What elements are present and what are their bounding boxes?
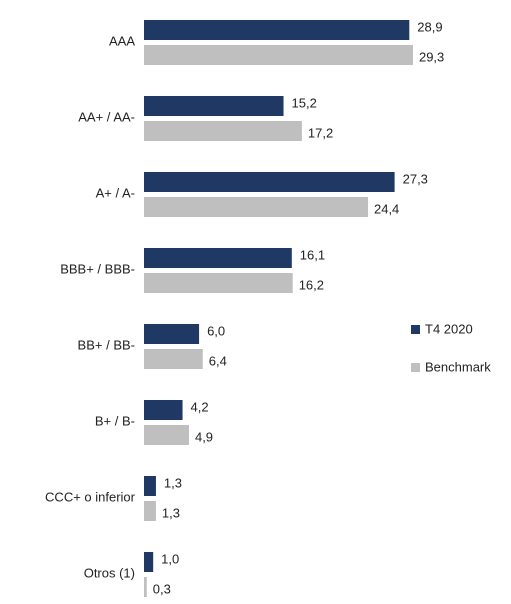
value-label: 1,0	[161, 551, 179, 566]
value-label: 4,9	[195, 429, 213, 444]
value-label: 1,3	[164, 475, 182, 490]
bar	[144, 501, 156, 521]
bar	[144, 197, 368, 217]
value-label: 27,3	[403, 171, 428, 186]
value-label: 29,3	[419, 49, 444, 64]
value-label: 16,1	[300, 247, 325, 262]
value-label: 1,3	[162, 505, 180, 520]
bar	[144, 476, 156, 496]
category-label: AA+ / AA-	[78, 109, 135, 124]
bar	[144, 96, 284, 116]
category-label: A+ / A-	[96, 185, 135, 200]
category-label: CCC+ o inferior	[45, 489, 136, 504]
legend-swatch	[411, 325, 420, 334]
value-label: 16,2	[299, 277, 324, 292]
value-label: 4,2	[191, 399, 209, 414]
category-label: B+ / B-	[95, 413, 135, 428]
bar	[144, 248, 292, 268]
bar	[144, 400, 183, 420]
value-label: 28,9	[417, 19, 442, 34]
bar	[144, 273, 293, 293]
bar	[144, 172, 395, 192]
legend-label: T4 2020	[425, 321, 473, 336]
value-label: 6,4	[209, 353, 227, 368]
bar	[144, 577, 147, 597]
bar	[144, 349, 203, 369]
value-label: 0,3	[153, 581, 171, 596]
bar	[144, 425, 189, 445]
value-label: 17,2	[308, 125, 333, 140]
category-label: BBB+ / BBB-	[60, 261, 135, 276]
category-label: Otros (1)	[84, 565, 135, 580]
bar	[144, 324, 200, 344]
value-label: 24,4	[374, 201, 399, 216]
legend-label: Benchmark	[425, 359, 491, 374]
bar	[144, 121, 302, 141]
bar	[144, 552, 154, 572]
category-label: AAA	[109, 33, 135, 48]
bar	[144, 45, 413, 65]
category-label: BB+ / BB-	[78, 337, 135, 352]
legend-swatch	[411, 363, 420, 372]
bar	[144, 20, 410, 40]
value-label: 15,2	[292, 95, 317, 110]
value-label: 6,0	[207, 323, 225, 338]
